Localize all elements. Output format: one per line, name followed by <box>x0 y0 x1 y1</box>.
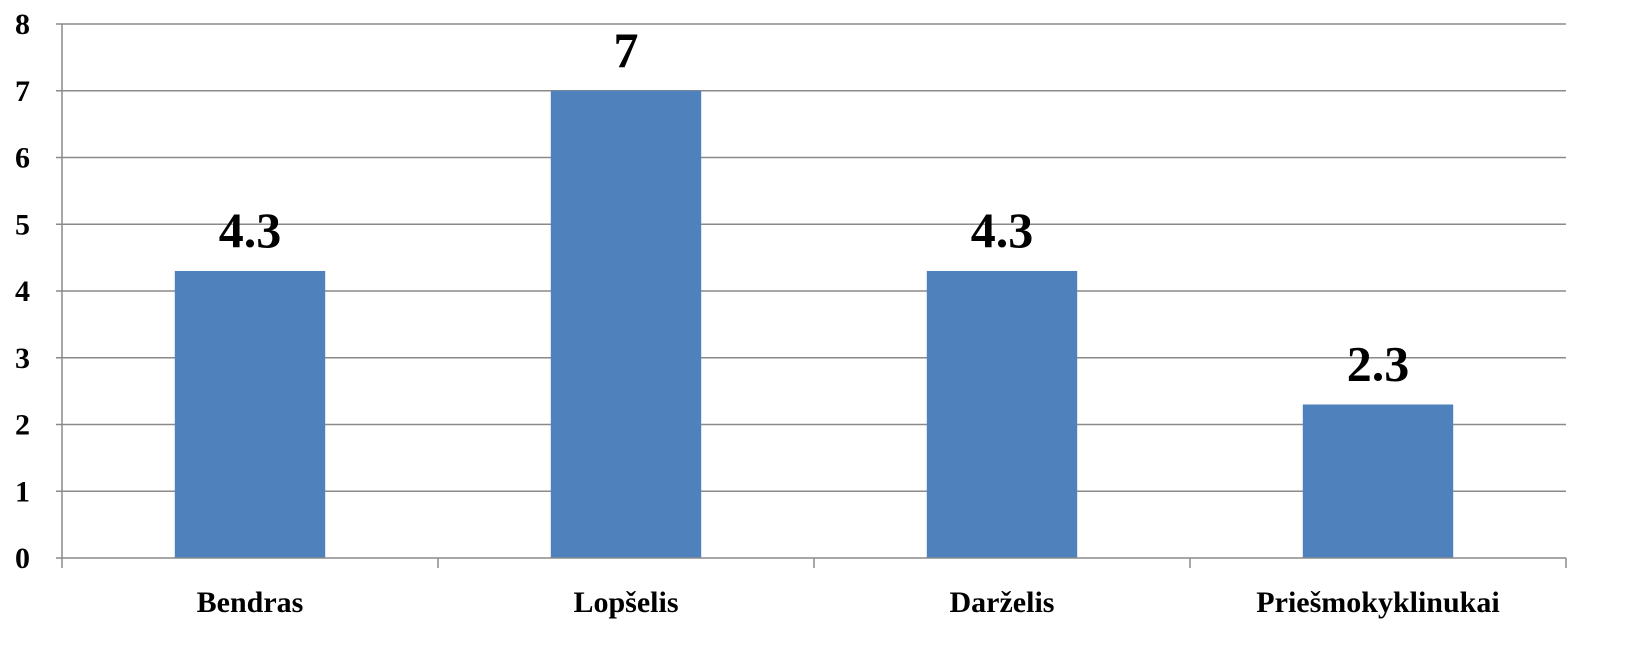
x-category-label: Priešmokyklinukai <box>1256 586 1499 619</box>
y-tick-label: 8 <box>15 8 30 41</box>
bar-priešmokyklinukai <box>1302 404 1454 558</box>
x-category-label: Lopšelis <box>573 586 678 619</box>
data-label: 4.3 <box>971 202 1034 258</box>
bars <box>174 90 1454 558</box>
data-label: 7 <box>614 22 639 78</box>
y-tick-label: 3 <box>15 342 30 375</box>
bar-bendras <box>174 270 326 558</box>
y-tick-label: 2 <box>15 409 30 442</box>
bar-darželis <box>926 270 1078 558</box>
y-tick-label: 6 <box>15 142 30 175</box>
y-tick-label: 5 <box>15 208 30 241</box>
axes <box>56 23 1567 568</box>
y-tick-label: 7 <box>15 75 30 108</box>
y-tick-label: 0 <box>15 542 30 575</box>
data-label: 2.3 <box>1347 335 1410 391</box>
labels: 0 1 2 3 4 5 6 7 8 4.3 Bendras 7 Lopšelis 4.3 Darželis 2… <box>15 8 1500 619</box>
x-category-label: Darželis <box>950 586 1055 619</box>
y-tick-label: 1 <box>15 475 30 508</box>
y-tick-label: 4 <box>15 275 30 308</box>
data-label: 4.3 <box>219 202 282 258</box>
x-category-label: Bendras <box>197 586 304 619</box>
bar-lopšelis <box>550 90 702 558</box>
